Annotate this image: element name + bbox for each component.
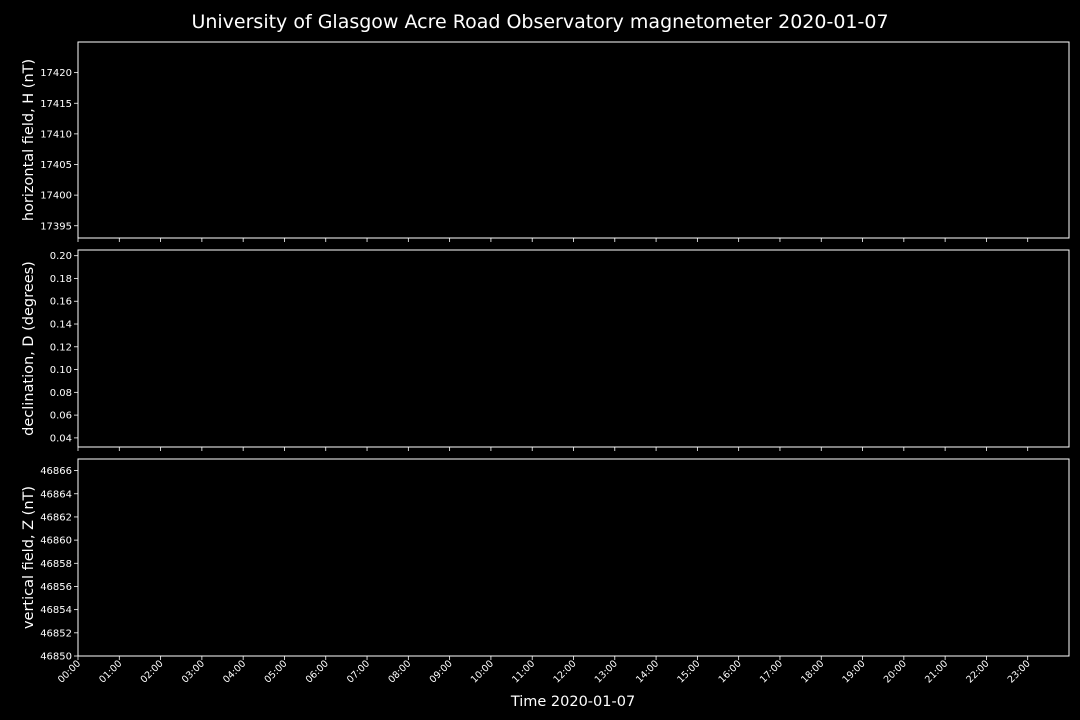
y-tick-label: 46852 — [40, 628, 72, 639]
plot-frame — [77, 249, 1070, 448]
y-tick-label: 46850 — [40, 652, 72, 663]
y-tick-label: 0.08 — [50, 388, 72, 399]
y-axis-label: vertical field, Z (nT) — [21, 486, 37, 629]
y-axis-label: horizontal field, H (nT) — [21, 59, 37, 221]
x-axis-label: Time 2020-01-07 — [510, 694, 635, 710]
plot-frame — [77, 458, 1070, 657]
y-tick-label: 0.06 — [50, 411, 72, 422]
y-tick-label: 0.16 — [50, 297, 72, 308]
y-tick-label: 46864 — [40, 489, 72, 500]
y-tick-label: 17400 — [40, 191, 72, 202]
y-tick-label: 17395 — [40, 221, 72, 232]
y-tick-label: 46866 — [40, 466, 72, 477]
chart-title: University of Glasgow Acre Road Observat… — [191, 11, 888, 33]
plot-frame — [77, 41, 1070, 239]
y-tick-label: 17405 — [40, 160, 72, 171]
y-tick-label: 46854 — [40, 605, 72, 616]
panel-3: 46850 46852 46854 46856 46858 46860 46862 46864… — [21, 458, 1070, 663]
y-tick-label: 46856 — [40, 582, 72, 593]
y-tick-label: 0.10 — [50, 365, 72, 376]
panel-1: 17395 17400 17405 17410 17415 17420horizontal… — [21, 41, 1070, 242]
y-tick-label: 0.18 — [50, 274, 72, 285]
y-tick-label: 17420 — [40, 68, 72, 79]
panel-2: 0.04 0.06 0.08 0.10 0.12 0.14 0.16 0.18 0.20 decl… — [21, 249, 1070, 451]
y-axis-label: declination, D (degrees) — [21, 261, 37, 436]
y-tick-label: 17410 — [40, 129, 72, 140]
panels-group: 17395 17400 17405 17410 17415 17420horizontal… — [21, 41, 1070, 685]
y-tick-label: 0.12 — [50, 342, 72, 353]
y-tick-label: 46860 — [40, 536, 72, 547]
y-tick-label: 46858 — [40, 559, 72, 570]
y-tick-label: 17415 — [40, 99, 72, 110]
y-tick-label: 0.20 — [50, 251, 72, 262]
y-tick-label: 0.04 — [50, 433, 72, 444]
y-tick-label: 46862 — [40, 512, 72, 523]
y-tick-label: 0.14 — [50, 320, 72, 331]
